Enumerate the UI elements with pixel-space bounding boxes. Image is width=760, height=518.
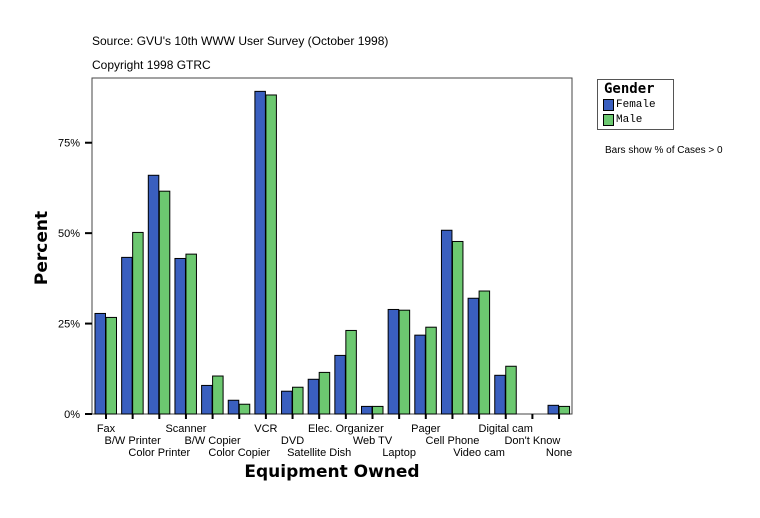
bar-male-cell-phone xyxy=(451,240,464,415)
x-tick-label: B/W Printer xyxy=(105,435,162,447)
x-tick-label: Pager xyxy=(411,423,441,435)
plot-frame xyxy=(91,77,573,415)
x-tick-label: Elec. Organizer xyxy=(308,423,384,435)
bar-male-video-cam xyxy=(478,290,491,415)
bar-female-cell-phone xyxy=(440,229,453,415)
bar-female-digital-cam xyxy=(494,374,506,415)
bar-male-b-w-copier xyxy=(212,375,224,415)
bar-male-satellite-dish xyxy=(318,371,331,415)
bar-male-dvd xyxy=(292,386,304,415)
x-tick-label: Cell Phone xyxy=(426,435,480,447)
bar-male-color-printer xyxy=(158,190,171,415)
x-tick-label: None xyxy=(546,447,572,459)
legend-item-female: Female xyxy=(603,99,656,111)
bar-male-b-w-printer xyxy=(132,231,144,415)
y-tick-label: 50% xyxy=(58,228,80,240)
bar-female-pager xyxy=(414,334,426,415)
bar-female-vcr xyxy=(254,90,266,415)
x-tick-label: VCR xyxy=(254,423,277,435)
x-tick-label: Video cam xyxy=(453,447,505,459)
bar-female-dvd xyxy=(281,390,293,415)
y-tick-label: 0% xyxy=(64,409,80,421)
x-axis-title: Equipment Owned xyxy=(244,462,419,482)
bar-male-none xyxy=(558,405,571,415)
bar-female-fax xyxy=(94,312,106,415)
x-tick-label: Scanner xyxy=(165,423,206,435)
y-tick-label: 75% xyxy=(58,138,80,150)
bar-male-vcr xyxy=(265,94,277,415)
legend-label-male: Male xyxy=(616,114,643,126)
x-tick-label: Digital cam xyxy=(479,423,533,435)
bar-female-video-cam xyxy=(467,297,480,415)
bar-female-web-tv xyxy=(361,405,373,415)
bar-male-scanner xyxy=(185,253,197,415)
bar-female-scanner xyxy=(174,257,186,415)
chart-note: Bars show % of Cases > 0 xyxy=(605,145,723,156)
legend: Gender Female Male xyxy=(597,79,674,130)
bar-male-web-tv xyxy=(372,405,384,415)
x-tick-label: Fax xyxy=(97,423,116,435)
bar-female-none xyxy=(547,404,560,415)
bar-female-laptop xyxy=(387,308,400,415)
bar-female-satellite-dish xyxy=(307,378,320,415)
bar-male-laptop xyxy=(398,309,411,415)
x-tick-label: Satellite Dish xyxy=(287,447,351,459)
legend-title: Gender xyxy=(604,81,655,97)
legend-item-male: Male xyxy=(603,114,642,126)
legend-swatch-female xyxy=(603,99,614,111)
bar-male-digital-cam xyxy=(505,365,517,415)
y-axis-title: Percent xyxy=(32,211,52,285)
y-tick-label: 25% xyxy=(58,319,80,331)
bar-male-fax xyxy=(105,316,117,415)
bar-female-b-w-copier xyxy=(201,384,213,415)
bar-female-elec-organizer xyxy=(334,354,346,415)
x-tick-label: Color Copier xyxy=(208,447,270,459)
bar-female-color-copier xyxy=(227,399,240,415)
x-tick-label: B/W Copier xyxy=(184,435,241,447)
x-tick-label: DVD xyxy=(281,435,304,447)
legend-label-female: Female xyxy=(616,99,656,111)
bar-male-color-copier xyxy=(238,403,251,415)
x-tick-label: Color Printer xyxy=(128,447,190,459)
bar-female-b-w-printer xyxy=(121,256,133,415)
chart-source: Source: GVU's 10th WWW User Survey (Octo… xyxy=(92,34,389,48)
bar-female-color-printer xyxy=(147,174,160,415)
bar-male-pager xyxy=(425,326,437,415)
x-tick-label: Web TV xyxy=(353,435,393,447)
chart-copyright: Copyright 1998 GTRC xyxy=(92,58,211,72)
x-tick-label: Don't Know xyxy=(504,435,560,447)
bar-male-elec-organizer xyxy=(345,329,357,415)
legend-swatch-male xyxy=(603,114,614,126)
x-tick-label: Laptop xyxy=(382,447,416,459)
